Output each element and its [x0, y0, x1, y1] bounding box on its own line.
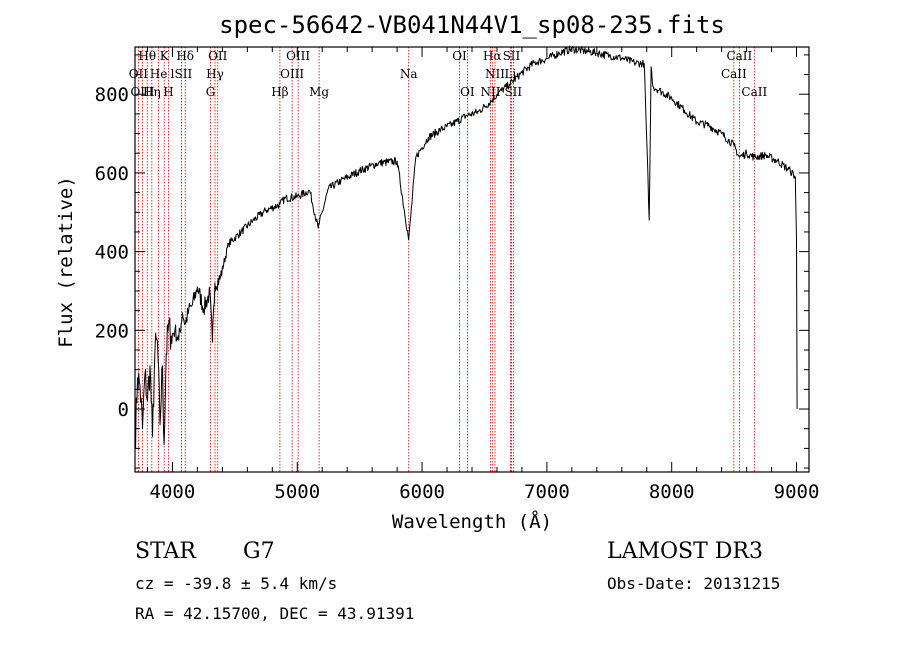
survey-name: LAMOST DR3 [607, 539, 763, 564]
spectral-line-label: OIII [286, 49, 310, 63]
object-subclass: G7 [243, 539, 275, 564]
spectral-line-label: K [160, 49, 170, 63]
spectral-line-label: Hβ [271, 85, 288, 99]
spectral-line-label: G [206, 85, 216, 99]
spectral-line-label: OII [208, 49, 228, 63]
spectral-line-label: OII [129, 67, 149, 81]
spectral-line-label: Mg [309, 85, 329, 99]
x-tick-label: 5000 [274, 481, 320, 503]
spectral-line-label: SII [503, 49, 521, 63]
y-tick-label: 800 [95, 84, 129, 106]
spectral-line-label: Li [505, 67, 517, 81]
spectrum-layer [135, 45, 798, 449]
spectral-line-label: OIII [130, 85, 154, 99]
axis-ticks: 4000 5000 6000 7000 8000 9000 0 200 400 600 800 [95, 47, 820, 503]
x-tick-label: 6000 [399, 481, 445, 503]
spectral-line-label: Hδ [176, 49, 194, 63]
spectral-line-label: Hγ [206, 67, 224, 81]
obs-date-text: Obs-Date: 20131215 [607, 574, 780, 593]
y-tick-label: 0 [118, 399, 129, 421]
spectral-line-label: Hα [483, 49, 502, 63]
spectral-line-label: Na [400, 67, 418, 81]
spectral-line-label: lSII [171, 67, 193, 81]
redshift-text: cz = -39.8 ± 5.4 km/s [135, 574, 337, 593]
spectral-line-label: CaII [721, 67, 747, 81]
spectral-line-label: NII [480, 85, 500, 99]
y-tick-label: 200 [95, 320, 129, 342]
spectral-line-label: NII [485, 67, 505, 81]
coordinates-text: RA = 42.15700, DEC = 43.91391 [135, 604, 414, 623]
plot-frame [134, 46, 810, 473]
y-axis-label: Flux (relative) [55, 176, 77, 348]
spectral-line-label: OIII [280, 67, 304, 81]
x-tick-label: 4000 [150, 481, 196, 503]
spectral-line-label: H [163, 85, 173, 99]
spectral-line-label: Hη [143, 85, 161, 99]
x-axis-label: Wavelength (Å) [392, 510, 552, 533]
y-tick-label: 600 [95, 163, 129, 185]
x-tick-label: 7000 [524, 481, 570, 503]
spectral-line-label: CaII [726, 49, 752, 63]
x-tick-label: 8000 [649, 481, 695, 503]
y-tick-label: 400 [95, 242, 129, 264]
spectral-line-label: He [150, 67, 168, 81]
spectral-line-label: OI [460, 85, 475, 99]
chart-title: spec-56642-VB041N44V1_sp08-235.fits [219, 11, 725, 39]
spectrum-series-line [135, 45, 798, 449]
spectral-line-label: OI [452, 49, 467, 63]
spectral-line-label: CaII [741, 85, 767, 99]
object-class: STAR [135, 539, 197, 564]
x-tick-label: 9000 [774, 481, 820, 503]
